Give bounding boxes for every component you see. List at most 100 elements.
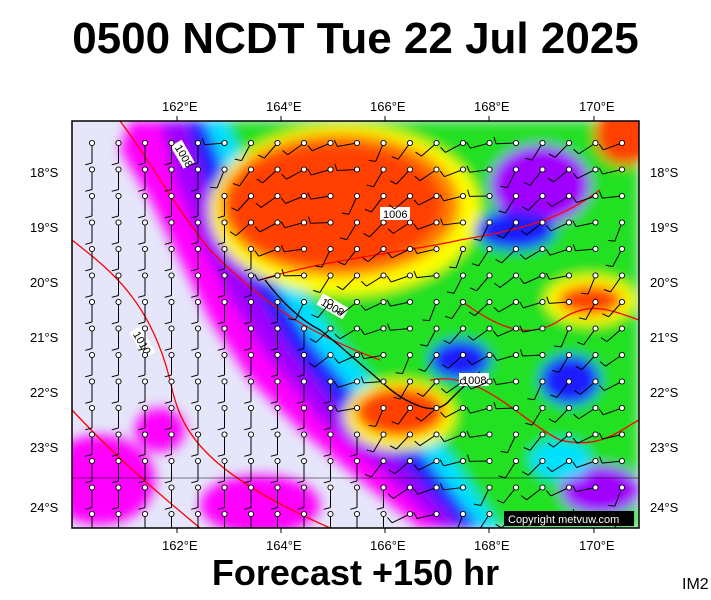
wind-barb-shaft bbox=[524, 275, 543, 285]
wind-barb-station bbox=[565, 351, 573, 359]
wind-barb-station bbox=[247, 272, 255, 279]
wind-barb-shaft bbox=[529, 434, 543, 451]
wind-barb-station bbox=[247, 351, 255, 359]
wind-barb-station bbox=[327, 404, 334, 412]
wind-barb-flag bbox=[350, 480, 358, 484]
wind-barb-shaft bbox=[531, 407, 543, 426]
wind-barb-station bbox=[141, 298, 149, 306]
wind-barb-flag bbox=[466, 165, 471, 173]
wind-barb-shaft bbox=[445, 142, 464, 153]
wind-barb-station bbox=[565, 484, 573, 491]
wind-barb-flag bbox=[519, 254, 526, 260]
wind-barb-station bbox=[274, 192, 281, 200]
wind-barb-flag bbox=[164, 401, 172, 404]
isobar-label: 1008 bbox=[462, 375, 486, 387]
wind-barb-station bbox=[565, 325, 573, 332]
wind-barb-station bbox=[512, 378, 520, 385]
wind-barb-shaft bbox=[399, 381, 411, 400]
wind-barb-flag bbox=[244, 295, 252, 298]
wind-barb-station bbox=[433, 484, 440, 491]
wind-barb-shaft bbox=[390, 275, 411, 283]
wind-barb-station bbox=[459, 139, 467, 147]
wind-barb-station bbox=[486, 404, 493, 412]
wind-barb-station bbox=[168, 351, 175, 359]
wind-barb-station bbox=[168, 272, 175, 279]
wind-barb-flag bbox=[308, 362, 315, 368]
page-title: 0500 NCDT Tue 22 Jul 2025 bbox=[72, 14, 639, 63]
wind-barb-station bbox=[194, 404, 202, 412]
wind-barb-flag bbox=[519, 301, 524, 309]
wind-barb-station bbox=[486, 298, 493, 306]
wind-barb-station bbox=[406, 378, 414, 385]
wind-barb-shaft bbox=[560, 328, 570, 348]
wind-barb-station bbox=[459, 298, 467, 306]
wind-barb-flag bbox=[376, 507, 384, 510]
wind-barb-station bbox=[141, 245, 149, 253]
wind-barb-shaft bbox=[496, 381, 517, 386]
wind-barb-shaft bbox=[443, 460, 464, 467]
wind-barb-shaft bbox=[365, 301, 384, 311]
wind-barb-flag bbox=[387, 517, 393, 524]
wind-barb-flag bbox=[439, 194, 445, 202]
wind-barb-flag bbox=[467, 335, 474, 341]
wind-barb-flag bbox=[85, 507, 93, 510]
wind-barb-station bbox=[539, 298, 546, 306]
wind-barb-shaft bbox=[504, 195, 517, 214]
wind-barb-shaft bbox=[443, 195, 464, 202]
wind-barb-flag bbox=[519, 277, 525, 284]
wind-barb-station bbox=[88, 431, 96, 438]
wind-barb-flag bbox=[85, 189, 93, 192]
wind-barb-station bbox=[327, 139, 334, 147]
wind-barb-flag bbox=[191, 348, 199, 351]
wind-barb-flag bbox=[336, 285, 344, 291]
wind-barb-flag bbox=[191, 189, 199, 192]
wind-barb-station bbox=[194, 192, 202, 200]
wind-barb-shaft bbox=[449, 328, 464, 344]
wind-barb-station bbox=[194, 166, 202, 173]
wind-barb-flag bbox=[191, 454, 199, 457]
wind-barb-station bbox=[353, 192, 361, 200]
wind-barb-shaft bbox=[348, 195, 358, 215]
wind-barb-flag bbox=[111, 507, 119, 510]
wind-barb-flag bbox=[324, 534, 331, 536]
wind-barb-station bbox=[592, 404, 599, 412]
wind-barb-station bbox=[88, 404, 96, 412]
wind-barb-shaft bbox=[394, 460, 411, 475]
wind-barb-flag bbox=[164, 295, 172, 298]
wind-barb-station bbox=[221, 351, 228, 359]
wind-barb-flag bbox=[244, 348, 252, 351]
wind-barb-flag bbox=[164, 242, 172, 245]
wind-barb-station bbox=[88, 139, 96, 147]
wind-barb-station bbox=[433, 245, 440, 253]
wind-barb-flag bbox=[573, 148, 580, 155]
wind-barb-station bbox=[221, 431, 228, 438]
wind-barb-shaft bbox=[455, 248, 464, 268]
wind-barb-flag bbox=[244, 401, 252, 404]
wind-barb-shaft bbox=[549, 248, 570, 256]
wind-barb-flag bbox=[85, 242, 93, 245]
wind-barb-station bbox=[353, 378, 361, 385]
wind-barb-station bbox=[300, 404, 308, 412]
wind-barb-shaft bbox=[526, 487, 543, 501]
wind-barb-station bbox=[274, 272, 281, 279]
wind-barb-shaft bbox=[614, 487, 623, 507]
wind-barb-flag bbox=[138, 348, 146, 351]
wind-barb-station bbox=[115, 192, 122, 200]
wind-barb-station bbox=[380, 457, 387, 465]
wind-barb-flag bbox=[282, 149, 289, 156]
wind-barb-station bbox=[141, 404, 149, 412]
wind-barb-station bbox=[512, 325, 520, 332]
wind-barbs bbox=[85, 136, 626, 536]
wind-barb-station bbox=[539, 378, 546, 385]
wind-barb-station bbox=[274, 298, 281, 306]
wind-barb-flag bbox=[138, 268, 146, 272]
wind-barb-flag bbox=[201, 137, 206, 145]
wind-barb-flag bbox=[256, 178, 263, 184]
wind-barb-shaft bbox=[419, 434, 437, 447]
wind-barb-flag bbox=[323, 507, 331, 510]
wind-barb-flag bbox=[280, 221, 286, 228]
wind-barb-station bbox=[406, 245, 414, 253]
wind-barb-flag bbox=[333, 357, 340, 364]
wind-barb-shaft bbox=[576, 460, 596, 468]
wind-barb-station bbox=[141, 431, 149, 438]
